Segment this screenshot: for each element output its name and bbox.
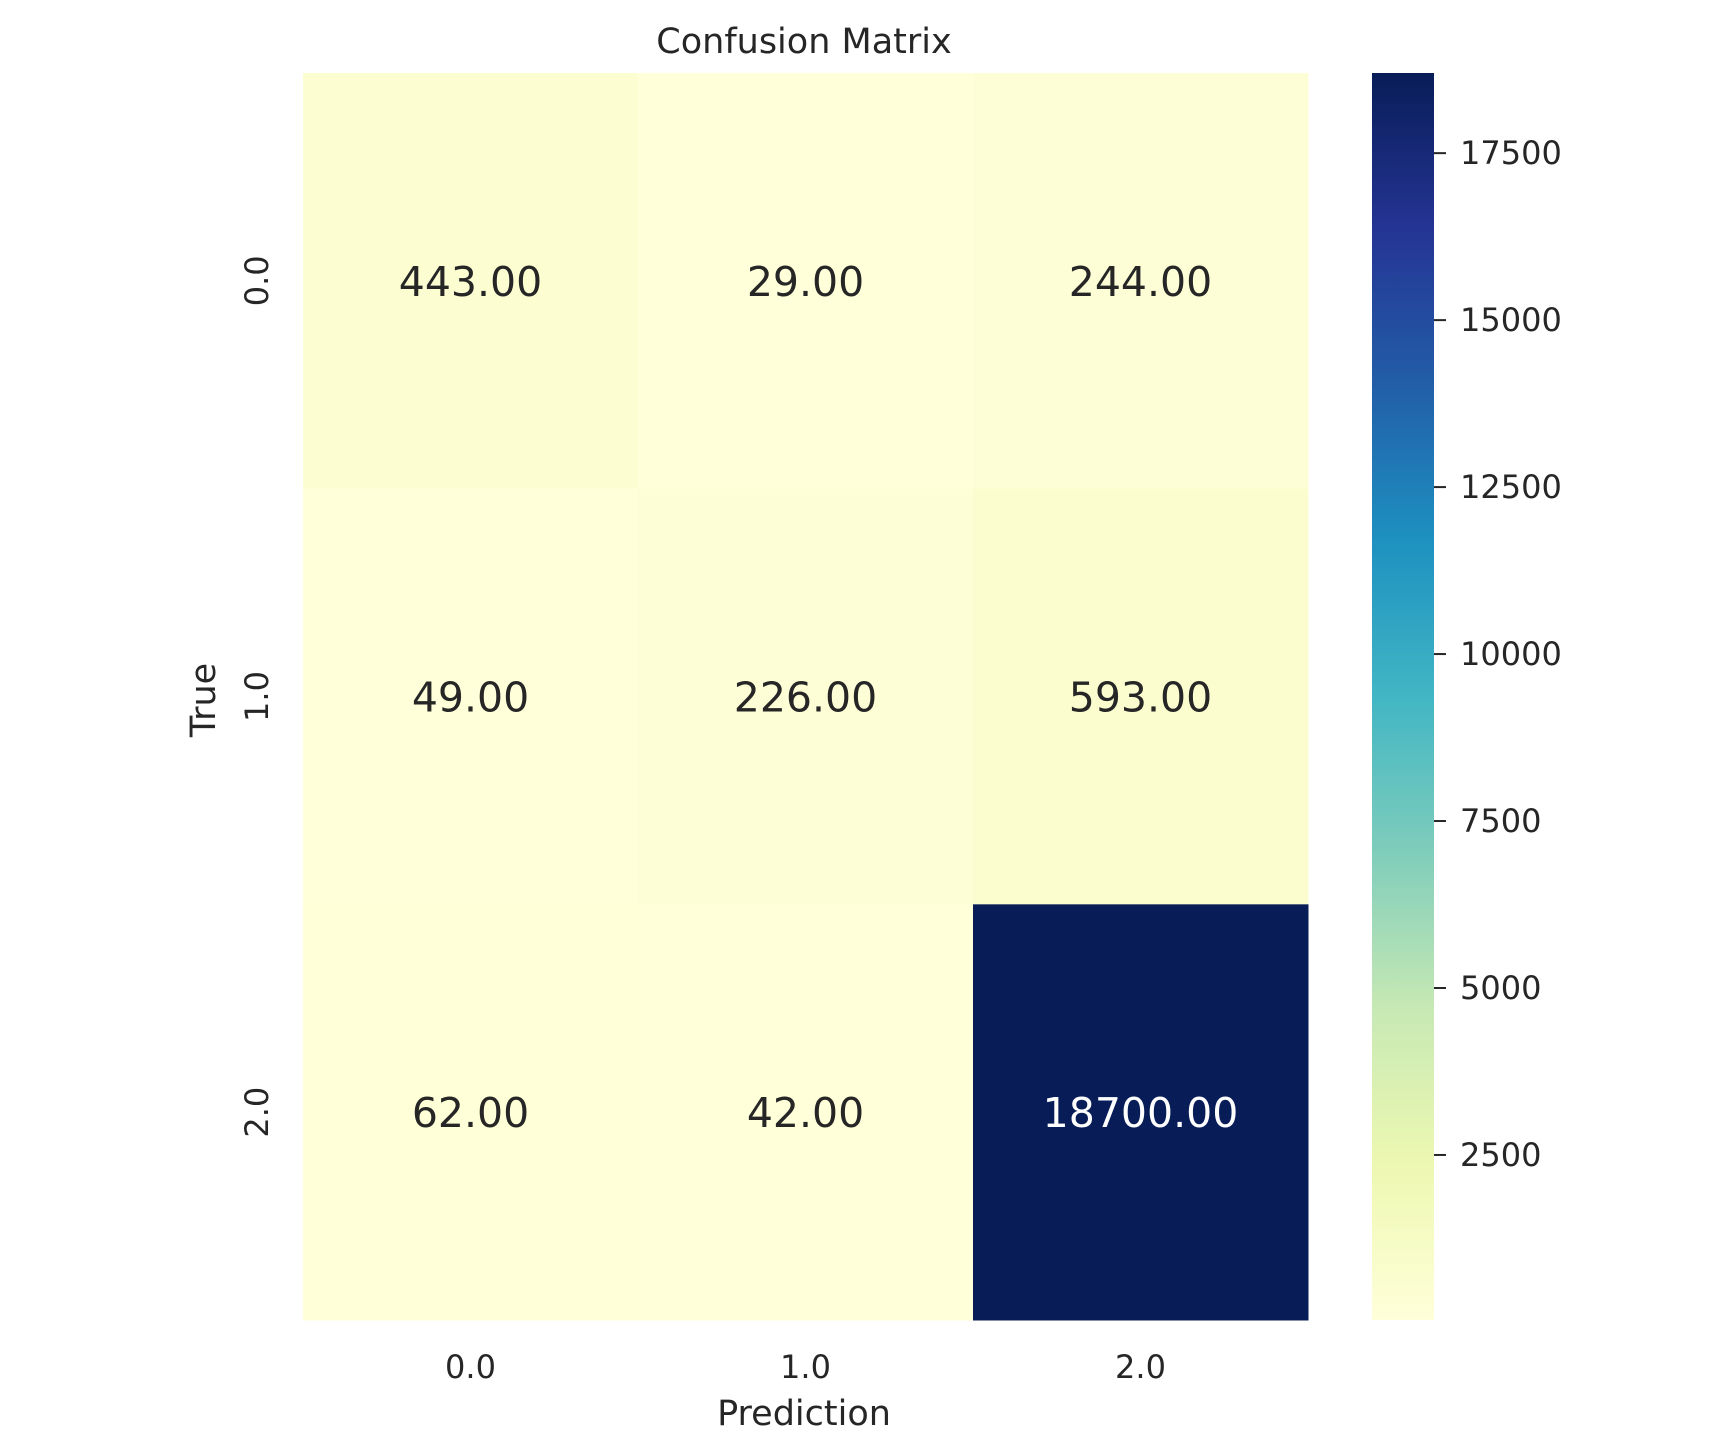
heatmap-cell <box>973 73 1309 490</box>
colorbar-tick-label: 15000 <box>1460 301 1562 339</box>
heatmap-cell <box>303 488 639 905</box>
colorbar-tick-label: 12500 <box>1460 468 1562 506</box>
heatmap-cell <box>303 904 639 1321</box>
heatmap-cell-label: 226.00 <box>734 674 877 722</box>
chart-title: Confusion Matrix <box>656 22 951 62</box>
y-tick-label: 0.0 <box>238 255 276 306</box>
colorbar-tick-label: 10000 <box>1460 635 1562 673</box>
colorbar-tick-label: 2500 <box>1460 1136 1541 1174</box>
x-axis-ticks: 0.0 1.0 2.0 <box>445 1348 1166 1386</box>
colorbar <box>1372 73 1434 1320</box>
heatmap-cell <box>638 488 974 905</box>
x-tick-label: 1.0 <box>780 1348 831 1386</box>
heatmap-cell <box>973 904 1309 1321</box>
x-axis-label: Prediction <box>717 1394 891 1434</box>
x-tick-label: 2.0 <box>1115 1348 1166 1386</box>
heatmap-cell-label: 49.00 <box>412 674 529 722</box>
y-tick-label: 2.0 <box>238 1087 276 1138</box>
x-tick-label: 0.0 <box>445 1348 496 1386</box>
y-tick-label: 1.0 <box>238 671 276 722</box>
heatmap-cell-label: 443.00 <box>399 258 542 306</box>
heatmap-cell-label: 42.00 <box>747 1089 864 1137</box>
colorbar-tick-label: 7500 <box>1460 802 1541 840</box>
heatmap-cell-label: 29.00 <box>747 258 864 306</box>
heatmap-cells <box>303 73 1309 1321</box>
heatmap-cell-labels: 443.00 29.00 244.00 49.00 226.00 593.00 62.00 4… <box>399 258 1239 1137</box>
colorbar-tick-label: 17500 <box>1460 134 1562 172</box>
heatmap-cell-label: 593.00 <box>1069 674 1212 722</box>
heatmap-cell <box>638 73 974 490</box>
heatmap-cell <box>638 904 974 1321</box>
colorbar-ticks: 2500 5000 7500 10000 12500 15000 17500 <box>1434 134 1562 1174</box>
colorbar-tick-label: 5000 <box>1460 969 1541 1007</box>
y-axis-ticks: 0.0 1.0 2.0 <box>238 255 276 1137</box>
heatmap-cell-label: 62.00 <box>412 1089 529 1137</box>
heatmap-cell <box>973 488 1309 905</box>
y-axis-label: True <box>184 663 224 738</box>
heatmap-cell <box>303 73 639 490</box>
heatmap-cell-label: 18700.00 <box>1043 1089 1239 1137</box>
heatmap-cell-label: 244.00 <box>1069 258 1212 306</box>
